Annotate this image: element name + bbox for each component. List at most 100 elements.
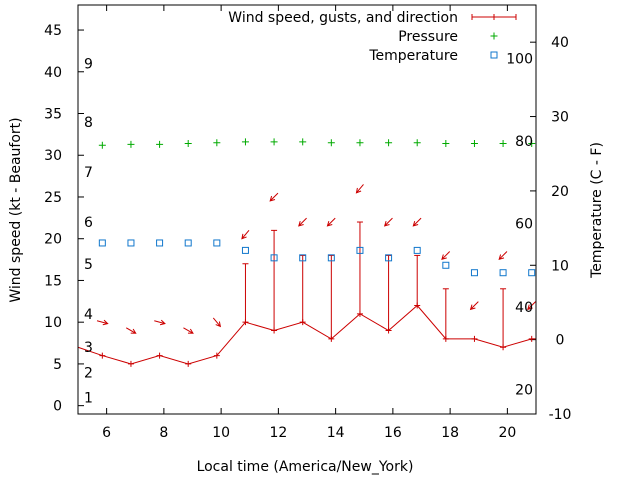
fahrenheit-label: 80 [515,134,533,150]
wind-direction-arrow [527,301,536,311]
beaufort-label: 2 [84,365,93,381]
temperature-point [356,246,364,254]
plot-frame [77,4,537,415]
legend-sample-wind-ticks [471,14,517,20]
wind-speed-point [528,335,535,342]
legend-label-wind: Wind speed, gusts, and direction [228,10,458,26]
wind-direction-arrow [383,217,393,227]
x-tick-label: 6 [102,425,111,441]
pressure-point [528,140,536,148]
beaufort-label: 3 [84,340,93,356]
pressure-point [241,138,249,146]
temperature-point [184,239,192,247]
pressure-point [442,140,450,148]
temperature-point [127,239,135,247]
y-tick-label: 10 [44,315,62,331]
wind-direction-arrow [241,230,250,240]
wind-direction-arrow [298,217,307,227]
wind-speed-point [127,360,134,367]
wind-speed-point [271,327,278,334]
x-tick-label: 16 [384,425,402,441]
wind-speed-point [213,352,220,359]
pressure-point [385,139,393,147]
pressure-point [499,140,507,148]
wind-direction-arrow [269,192,279,202]
y-tick-label: 15 [44,273,62,289]
wind-speed-point [414,302,421,309]
wind-speed-point [242,319,249,326]
wind-direction-arrow [125,327,137,334]
fahrenheit-label: 100 [506,52,533,68]
y-tick-label: 35 [44,107,62,123]
wind-speed-point [471,335,478,342]
x-axis-label: Local time (America/New_York) [197,459,414,475]
x-tick-label: 20 [498,425,516,441]
x-tick-label: 12 [269,425,287,441]
y2-tick-label: 20 [551,184,569,200]
wind-speed-point [356,310,363,317]
wind-direction-arrow [469,301,479,311]
pressure-point [299,138,307,146]
pressure-point [184,140,192,148]
temperature-point [299,254,307,262]
beaufort-label: 6 [84,215,93,231]
y-tick-label: 5 [53,357,62,373]
series-layer [77,138,536,367]
legend: Wind speed, gusts, and direction Pressur… [228,10,517,64]
temperature-point [499,269,507,277]
fahrenheit-label: 60 [515,217,533,233]
beaufort-label: 8 [84,115,93,131]
wind-speed-point [299,319,306,326]
temperature-point [213,239,221,247]
legend-sample-temperature [490,51,498,59]
tick-labels: 6 8 10 12 14 16 18 20051015202530354045-1001020… [44,23,571,441]
legend-sample-pressure [490,32,498,40]
wind-speed-point [156,352,163,359]
wind-direction-arrow [412,217,422,227]
pressure-point [413,139,421,147]
wind-direction-arrow [154,319,166,326]
y-tick-label: 25 [44,190,62,206]
temperature-point [241,246,249,254]
x-tick-label: 8 [159,425,168,441]
axis-ticks [78,5,536,415]
x-tick-label: 18 [441,425,459,441]
pressure-point [213,139,221,147]
y2-tick-label: 10 [551,258,569,274]
legend-label-temperature: Temperature [368,48,458,64]
wind-speed-point [500,344,507,351]
wind-speed-point [99,352,106,359]
temperature-point [156,239,164,247]
wind-speed-point [185,360,192,367]
pressure-point [156,140,164,148]
pressure-point [270,138,278,146]
y2-tick-label: 30 [551,110,569,126]
temperature-point [528,269,536,277]
pressure-point [470,140,478,148]
y2-axis-label: Temperature (C - F) [589,142,605,279]
y2-tick-label: -10 [549,407,572,423]
x-tick-label: 10 [212,425,230,441]
temperature-point [442,261,450,269]
y2-tick-label: 0 [556,333,565,349]
temperature-point [98,239,106,247]
y-axis-label: Wind speed (kt - Beaufort) [8,117,24,302]
y-tick-label: 30 [44,148,62,164]
wind-direction-arrow [326,217,336,227]
wind-speed-point [442,335,449,342]
fahrenheit-label: 40 [515,300,533,316]
beaufort-label: 5 [84,257,93,273]
wind-speed-point [385,327,392,334]
beaufort-label: 1 [84,390,93,406]
y2-tick-label: 40 [551,35,569,51]
pressure-point [356,139,364,147]
wind-direction-arrow [498,251,508,261]
beaufort-label: 4 [84,307,93,323]
beaufort-label: 7 [84,165,93,181]
x-tick-label: 14 [327,425,345,441]
wind-speed-point [328,335,335,342]
y-tick-label: 0 [53,399,62,415]
y-tick-label: 45 [44,23,62,39]
legend-label-pressure: Pressure [398,29,458,45]
